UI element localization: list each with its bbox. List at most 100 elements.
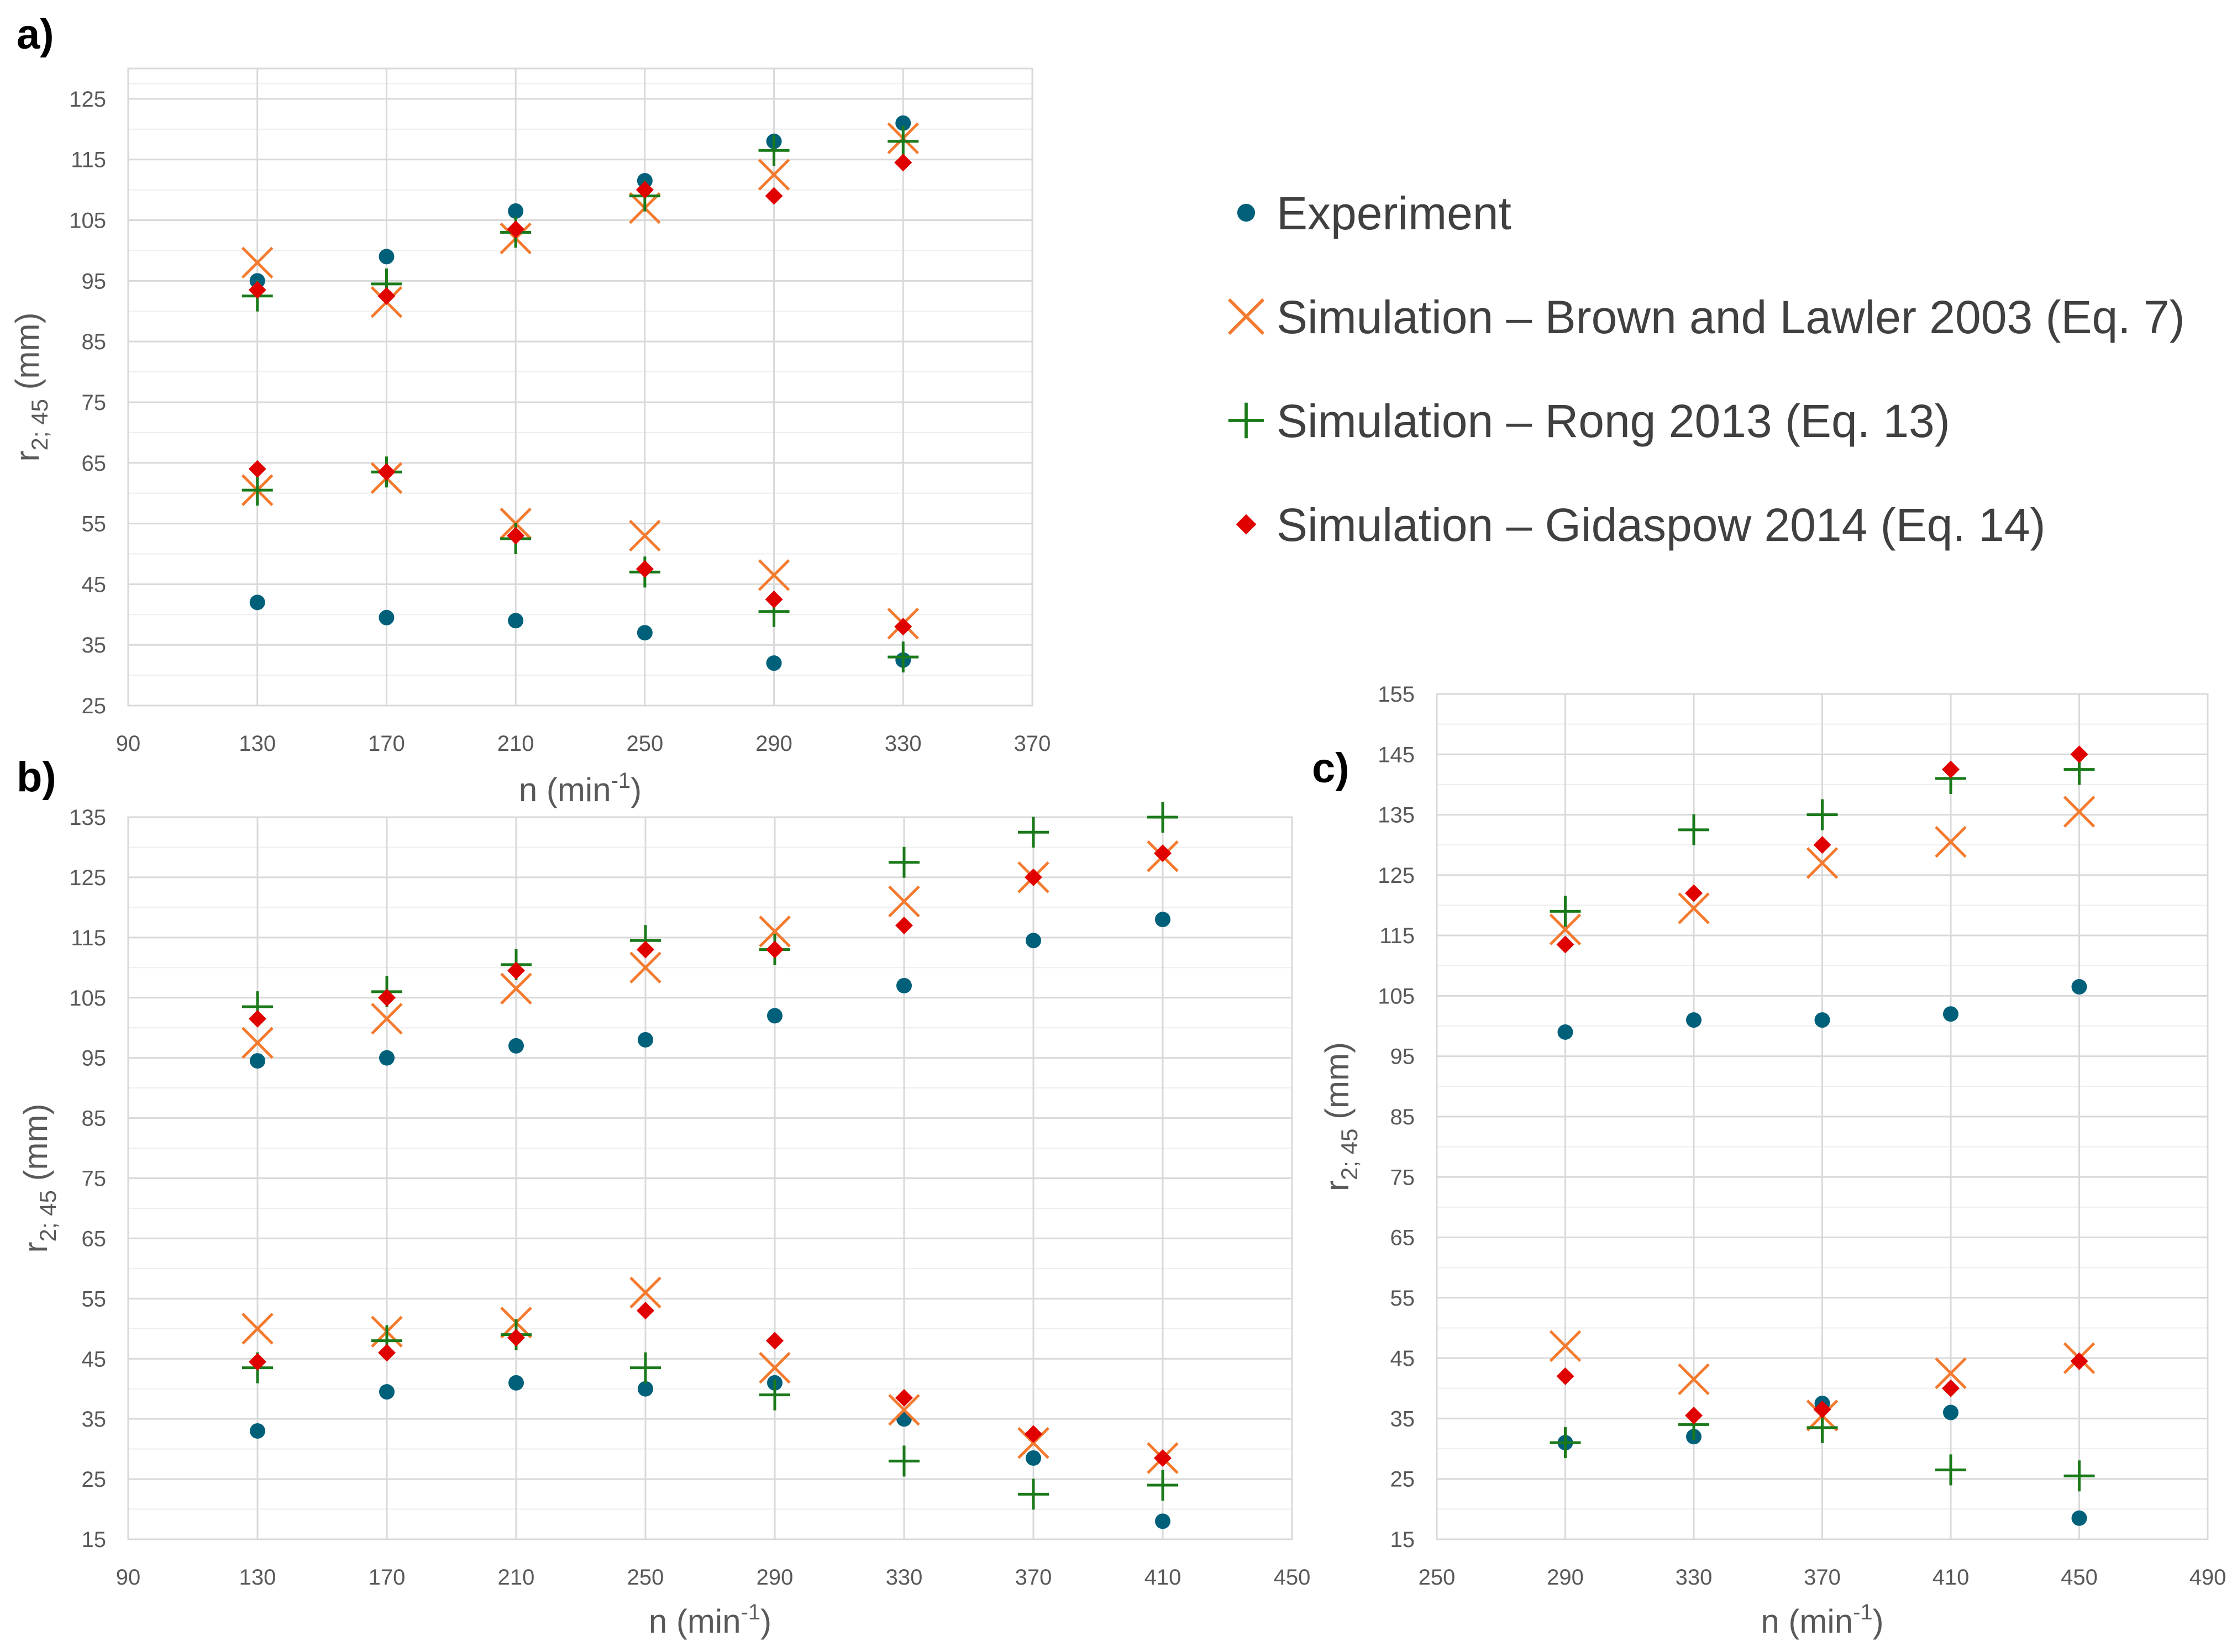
series-plus xyxy=(241,125,919,673)
data-point-circle xyxy=(1814,1012,1830,1028)
data-point-circle xyxy=(2071,979,2087,995)
x-tick-label: 170 xyxy=(369,1565,406,1590)
x-axis-title-main: n (min xyxy=(519,771,611,808)
data-point-plus xyxy=(2063,1460,2095,1492)
y-tick-label: 135 xyxy=(69,806,106,830)
data-point-circle xyxy=(250,1053,265,1069)
data-point-x xyxy=(500,972,532,1005)
data-point-circle xyxy=(1155,1513,1170,1529)
data-point-circle xyxy=(379,1050,395,1066)
data-point-diamond xyxy=(765,187,783,205)
y-tick-label: 55 xyxy=(82,512,107,536)
y-tick-label: 145 xyxy=(1378,743,1415,767)
data-point-x xyxy=(1549,1330,1582,1362)
y-tick-label: 135 xyxy=(1378,803,1415,828)
data-point-diamond xyxy=(507,527,525,545)
data-point-diamond xyxy=(249,1009,266,1028)
x-tick-label: 410 xyxy=(1144,1565,1181,1590)
x-tick-label: 130 xyxy=(239,1565,276,1590)
data-point-diamond xyxy=(637,940,654,959)
data-point-circle xyxy=(637,625,653,641)
x-axis-title-end: ) xyxy=(760,1603,771,1640)
data-point-diamond xyxy=(1685,884,1703,902)
y-tick-label: 125 xyxy=(1378,864,1415,888)
x-axis-title-end: ) xyxy=(1873,1603,1884,1640)
chart-a: 25 35 45 55 65 75 85 95 105 115 125 90 130 170 210 250 2… xyxy=(9,11,1051,808)
data-point-diamond xyxy=(894,618,912,636)
y-tick-label: 125 xyxy=(69,87,106,112)
data-point-plus xyxy=(1018,1479,1049,1510)
x-tick-label: 250 xyxy=(1419,1565,1456,1590)
y-axis-title: r2; 45 (mm) xyxy=(1319,1042,1362,1191)
y-axis-title-end: (mm) xyxy=(9,313,46,399)
y-tick-label: 55 xyxy=(82,1287,107,1311)
data-point-circle xyxy=(379,609,395,625)
data-point-circle xyxy=(896,977,912,993)
data-point-diamond xyxy=(2070,745,2088,764)
y-tick-label: 105 xyxy=(69,986,106,1011)
data-point-x xyxy=(758,559,790,591)
data-point-x xyxy=(371,1003,403,1035)
panel-label: c) xyxy=(1312,745,1349,792)
data-point-plus xyxy=(889,846,920,878)
data-point-x xyxy=(758,159,790,191)
data-point-diamond xyxy=(636,560,654,578)
x-tick-label: 90 xyxy=(116,1565,141,1590)
y-axis-title-main: r xyxy=(9,451,46,462)
series-diamond xyxy=(248,154,912,636)
data-point-plus xyxy=(1935,1454,1966,1486)
data-point-plus xyxy=(1678,814,1709,845)
data-point-diamond xyxy=(637,1302,654,1320)
y-axis-title-sub: 2; 45 xyxy=(1336,1129,1362,1180)
x-tick-label: 210 xyxy=(497,732,534,756)
x-tick-label: 210 xyxy=(498,1565,535,1590)
data-point-x xyxy=(759,1351,791,1384)
y-tick-label: 95 xyxy=(82,269,107,293)
y-tick-label: 95 xyxy=(82,1046,107,1071)
plot-area-frame xyxy=(1436,693,2209,1540)
y-tick-label: 75 xyxy=(82,391,107,415)
y-tick-label: 75 xyxy=(1390,1165,1415,1190)
x-axis-title-sup: -1 xyxy=(611,769,631,793)
y-tick-label: 15 xyxy=(1390,1528,1415,1552)
x-axis-title: n (min-1) xyxy=(1761,1600,1883,1640)
data-point-plus xyxy=(1550,1427,1581,1459)
x-tick-label: 490 xyxy=(2189,1565,2227,1590)
data-point-x xyxy=(1678,1363,1710,1396)
data-point-plus xyxy=(888,641,919,673)
x-tick-label: 170 xyxy=(368,732,405,756)
data-point-circle xyxy=(249,594,265,611)
data-point-x xyxy=(241,1313,274,1345)
y-axis-title-sub: 2; 45 xyxy=(35,1190,61,1241)
x-tick-label: 370 xyxy=(1014,732,1051,756)
y-axis-title-end: (mm) xyxy=(17,1104,54,1191)
data-point-diamond xyxy=(1025,1425,1042,1443)
x-tick-label: 450 xyxy=(1274,1565,1311,1590)
x-tick-label: 90 xyxy=(116,732,141,756)
data-point-circle xyxy=(508,613,524,629)
y-tick-label: 65 xyxy=(82,451,107,476)
data-point-x xyxy=(241,246,274,279)
legend-label: Experiment xyxy=(1277,187,1511,239)
panel-label: b) xyxy=(17,754,56,801)
y-axis-title: r2; 45 (mm) xyxy=(9,313,52,462)
x-tick-label: 370 xyxy=(1804,1565,1841,1590)
y-tick-label: 155 xyxy=(1378,682,1415,707)
data-point-diamond xyxy=(1942,760,1960,778)
data-point-diamond xyxy=(1556,1367,1574,1385)
data-point-circle xyxy=(638,1032,653,1048)
x-axis-title: n (min-1) xyxy=(649,1600,771,1640)
data-point-x xyxy=(2063,796,2096,828)
plot-area-frame xyxy=(127,67,1033,707)
x-axis-title-sup: -1 xyxy=(741,1600,761,1624)
series-circle xyxy=(249,115,911,671)
chart-b: 15 25 35 45 55 65 75 85 95 105 115 125 135 90 130 170 21… xyxy=(17,754,1310,1640)
y-axis-title-main: r xyxy=(1319,1180,1356,1191)
data-point-x xyxy=(888,1394,920,1426)
chart-c: 15 25 35 45 55 65 75 85 95 105 115 125 135 145 155 250 2… xyxy=(1312,682,2226,1640)
data-point-plus xyxy=(759,1379,790,1411)
plot-area-frame xyxy=(127,816,1293,1540)
data-point-x xyxy=(629,519,661,552)
panel-label: a) xyxy=(17,11,54,58)
